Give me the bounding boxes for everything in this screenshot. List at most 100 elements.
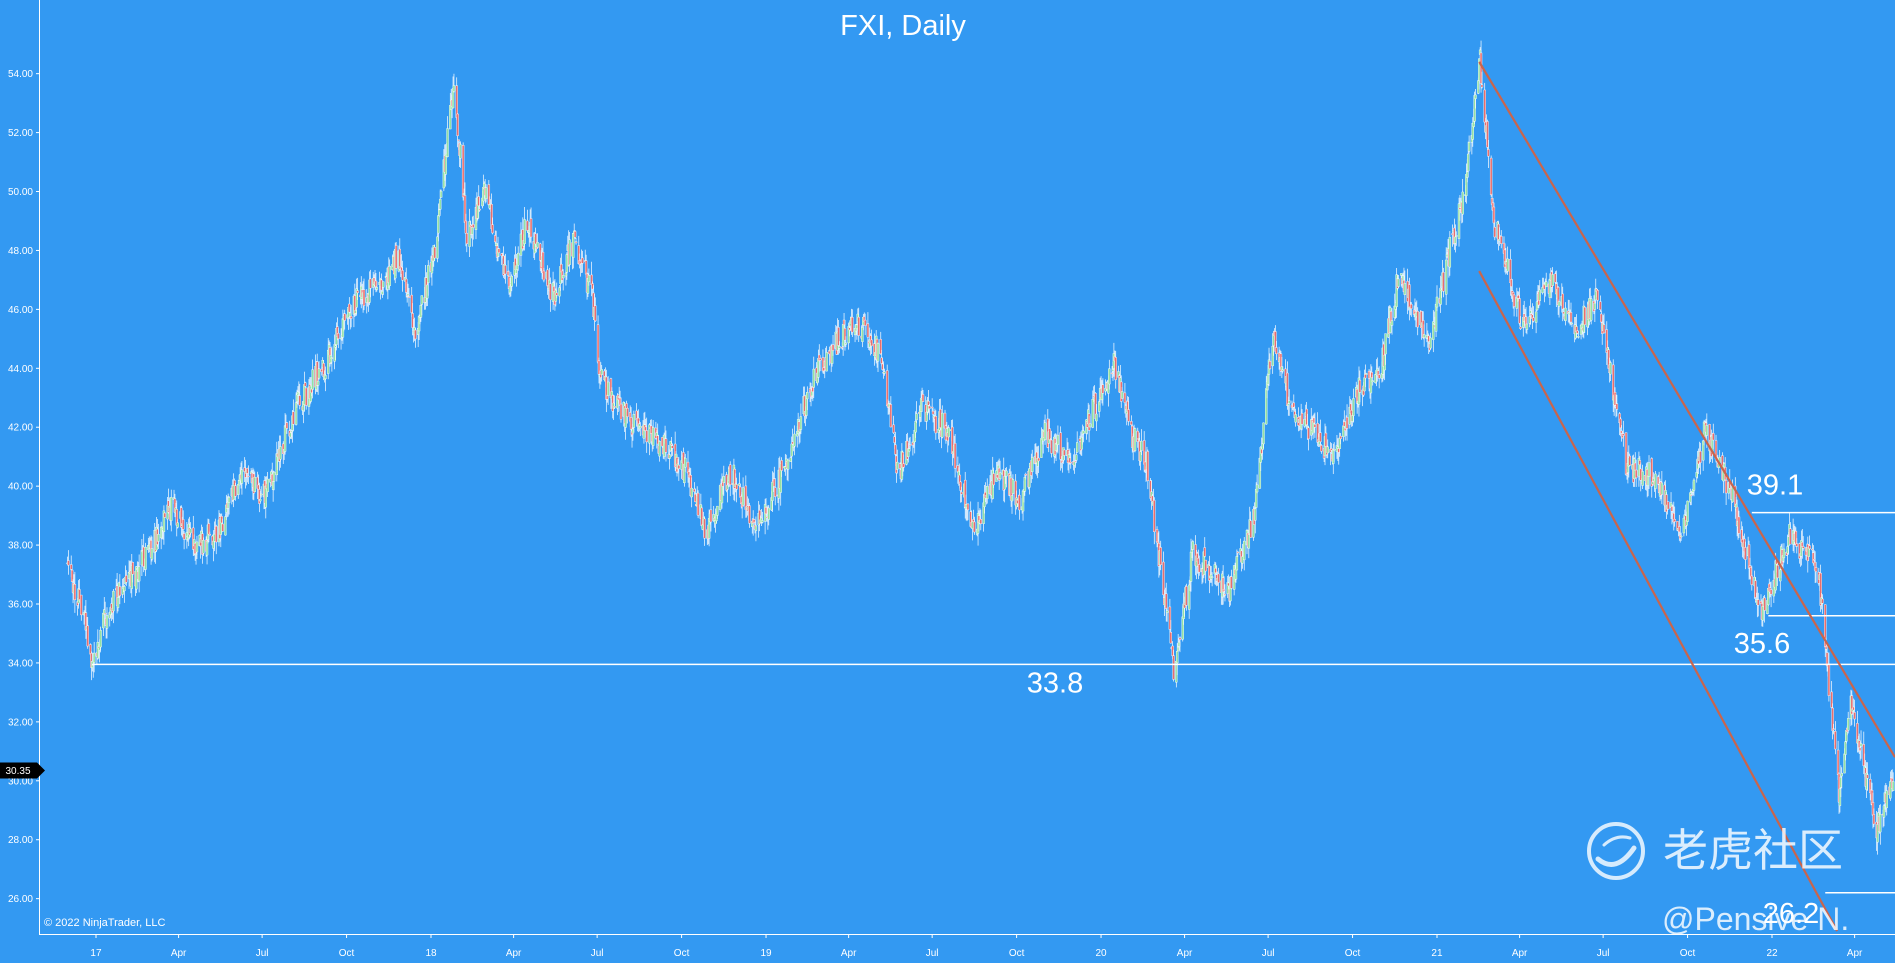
candle bbox=[1634, 459, 1638, 487]
candle bbox=[356, 277, 359, 300]
candle bbox=[844, 336, 848, 348]
candle bbox=[806, 386, 809, 411]
candle bbox=[1416, 307, 1419, 336]
candle bbox=[1024, 472, 1027, 480]
candle bbox=[1300, 409, 1304, 431]
candle bbox=[375, 281, 379, 292]
candle bbox=[70, 569, 74, 583]
candle bbox=[1146, 449, 1150, 490]
x-tick-label: Oct bbox=[1009, 948, 1025, 959]
candle bbox=[1127, 396, 1130, 426]
candle bbox=[1108, 359, 1111, 390]
x-tick-label: Jul bbox=[591, 948, 604, 959]
x-tick-label: 21 bbox=[1431, 948, 1443, 959]
candle bbox=[1403, 270, 1407, 304]
candle bbox=[837, 320, 840, 355]
candle bbox=[915, 401, 918, 424]
candle bbox=[369, 269, 372, 298]
candle bbox=[1397, 274, 1400, 289]
candle bbox=[1769, 581, 1773, 608]
candle bbox=[224, 513, 227, 536]
candle bbox=[221, 518, 224, 532]
candle bbox=[1435, 285, 1439, 312]
candle bbox=[272, 471, 276, 491]
x-tick-label: Apr bbox=[171, 948, 187, 959]
candle bbox=[780, 457, 783, 477]
y-tick-label: 48.00 bbox=[8, 246, 33, 257]
author-label: @Pensive N. bbox=[1662, 901, 1849, 937]
current-price-marker: 30.35 bbox=[0, 762, 45, 779]
candle bbox=[1371, 374, 1374, 386]
candle bbox=[1686, 500, 1689, 523]
candle bbox=[561, 269, 565, 291]
candle bbox=[658, 440, 661, 462]
candle bbox=[1056, 425, 1060, 454]
candle bbox=[1165, 607, 1169, 622]
candle bbox=[1500, 230, 1503, 249]
y-tick-label: 34.00 bbox=[8, 658, 33, 669]
candle bbox=[1692, 478, 1696, 497]
candle bbox=[162, 505, 166, 545]
candle bbox=[573, 230, 577, 240]
candle bbox=[1185, 583, 1188, 611]
watermark: 老虎社区 bbox=[1587, 822, 1843, 880]
candle bbox=[1596, 289, 1599, 309]
y-tick-label: 42.00 bbox=[8, 423, 33, 434]
candle bbox=[157, 523, 160, 550]
candle bbox=[240, 461, 244, 495]
candle bbox=[1838, 784, 1842, 813]
candle bbox=[1506, 246, 1509, 275]
plot-area-frame bbox=[39, 0, 1895, 935]
candle bbox=[1474, 89, 1477, 109]
candle bbox=[812, 356, 815, 399]
candle bbox=[99, 626, 102, 653]
candle bbox=[1292, 394, 1296, 412]
candle bbox=[600, 364, 603, 382]
candle bbox=[324, 366, 327, 392]
candle bbox=[195, 535, 199, 560]
candle bbox=[144, 542, 147, 577]
candle bbox=[1203, 537, 1206, 558]
x-tick-label: Jul bbox=[1262, 948, 1275, 959]
x-tick-label: 22 bbox=[1766, 948, 1778, 959]
candle bbox=[1345, 404, 1349, 441]
candle bbox=[1699, 442, 1702, 475]
candle bbox=[1133, 427, 1137, 453]
candle bbox=[1162, 551, 1165, 604]
candle bbox=[205, 535, 209, 565]
candle bbox=[1615, 394, 1619, 417]
candle bbox=[876, 342, 880, 372]
candle bbox=[456, 113, 459, 148]
candle bbox=[870, 329, 873, 355]
candle bbox=[668, 448, 671, 470]
x-tick-label: Oct bbox=[1680, 948, 1696, 959]
candle bbox=[1561, 286, 1564, 322]
candle bbox=[818, 356, 822, 372]
candle bbox=[761, 511, 764, 524]
x-tick-label: Jul bbox=[256, 948, 269, 959]
candle bbox=[1557, 299, 1561, 318]
candle bbox=[1243, 537, 1246, 571]
x-tick-label: Apr bbox=[1512, 948, 1528, 959]
candle bbox=[1744, 541, 1747, 570]
candle bbox=[118, 574, 122, 605]
candle bbox=[1647, 455, 1651, 489]
trend-line bbox=[1478, 270, 1839, 932]
candle bbox=[597, 357, 601, 384]
candle bbox=[726, 480, 729, 503]
candle bbox=[1757, 592, 1760, 617]
x-tick-label: Apr bbox=[841, 948, 857, 959]
candle bbox=[1254, 507, 1257, 534]
candle bbox=[112, 589, 115, 624]
candle bbox=[1422, 324, 1426, 347]
candle bbox=[1168, 598, 1172, 633]
candle bbox=[227, 495, 231, 515]
candle bbox=[973, 516, 976, 535]
candle bbox=[1101, 378, 1105, 406]
candle bbox=[1281, 366, 1284, 374]
candle bbox=[1191, 539, 1195, 561]
candle bbox=[1846, 711, 1850, 734]
candle bbox=[1352, 388, 1355, 423]
candle bbox=[1789, 522, 1792, 545]
candle bbox=[606, 376, 610, 405]
